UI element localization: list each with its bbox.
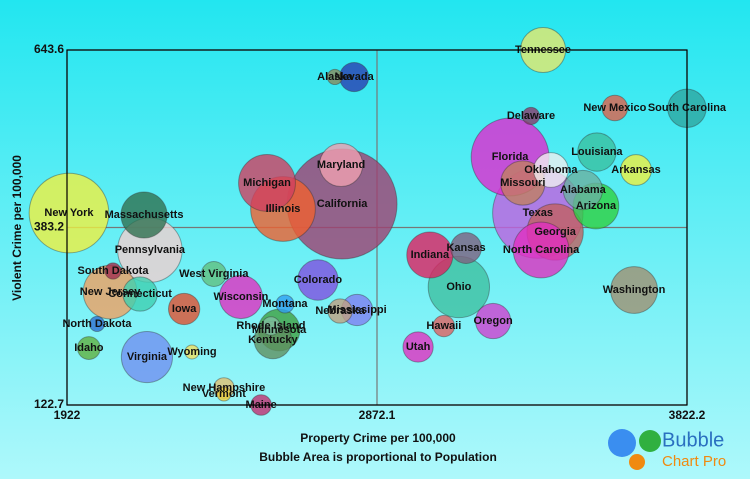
bubble-label: Washington [603, 284, 666, 296]
bubble-label: Idaho [74, 342, 104, 354]
bubble [184, 344, 200, 360]
bubble-label: Missouri [500, 177, 545, 189]
bubble [275, 294, 295, 314]
bubble [88, 315, 106, 333]
x-tick-label: 1922 [54, 408, 81, 422]
bubble-label: North Carolina [503, 244, 580, 256]
bubble-label: Texas [523, 207, 553, 219]
bubble-label: Minnesota [252, 324, 307, 336]
bubble [521, 106, 541, 126]
bubble [238, 154, 296, 212]
bubble [512, 221, 570, 279]
x-tick-label: 3822.2 [669, 408, 706, 422]
bubble-label: Oklahoma [524, 164, 578, 176]
bubble [562, 169, 603, 211]
y-axis-label: Violent Crime per 100,000 [10, 155, 24, 301]
bubble [200, 261, 227, 287]
bubble-label: Massachusetts [105, 209, 184, 221]
bubble-label: Alabama [560, 184, 607, 196]
bubble [450, 232, 482, 264]
bubble-label: Nevada [335, 71, 375, 83]
bubble-label: Connecticut [108, 288, 172, 300]
bubble [122, 276, 158, 312]
bubble-label: Kentucky [248, 334, 298, 346]
bubble-label: Rhode Island [236, 320, 305, 332]
bubble-label: New Hampshire [183, 382, 266, 394]
bubble-label: Arizona [576, 200, 617, 212]
bubble-label: Wisconsin [213, 291, 268, 303]
bubble-label: Colorado [294, 274, 343, 286]
bubble [218, 274, 263, 320]
y-tick-label: 122.7 [34, 397, 64, 411]
bubble-label: West Virginia [179, 268, 249, 280]
bubble-label: Hawaii [426, 320, 461, 332]
bubble [76, 336, 101, 360]
bubble [475, 302, 512, 340]
bubble-label: New Mexico [583, 102, 646, 114]
bubble-label: North Dakota [62, 318, 132, 330]
bubble-label: Virginia [127, 351, 168, 363]
bubble-label: Florida [492, 151, 530, 163]
bubble [327, 298, 353, 324]
logo: Bubble Chart Pro [608, 429, 726, 470]
logo-text: Chart Pro [662, 453, 726, 470]
bubble-label: California [317, 198, 369, 210]
bubble-label: Indiana [411, 249, 450, 261]
subtitle: Bubble Area is proportional to Populatio… [259, 450, 497, 464]
bubble [120, 191, 168, 239]
bubble [532, 152, 569, 188]
bubble-label: New York [44, 207, 94, 219]
bubble-label: Utah [406, 341, 431, 353]
bubble-label: Vermont [202, 388, 246, 400]
bubble-label: Montana [262, 298, 308, 310]
bubble-label: Wyoming [167, 346, 216, 358]
bubble-label: Pennsylvania [115, 244, 186, 256]
bubble [216, 386, 232, 402]
bubble-label: South Dakota [78, 265, 150, 277]
bubble [610, 266, 658, 314]
x-tick-label: 2872.1 [359, 408, 396, 422]
plot-frame [66, 49, 688, 406]
bubble [620, 154, 652, 186]
bubble-label: Mississippi [327, 304, 386, 316]
bubble [318, 142, 364, 188]
bubble-label: Ohio [446, 281, 471, 293]
bubble-label: Arkansas [611, 164, 661, 176]
x-axis-label: Property Crime per 100,000 [300, 431, 456, 445]
bubble-label: Illinois [266, 203, 301, 215]
bubble-label: Georgia [534, 226, 576, 238]
bubble-label: Kansas [446, 242, 485, 254]
bubble-label: Alaska [317, 71, 353, 83]
bubble [167, 292, 201, 326]
logo-icon [608, 429, 636, 457]
bubble [28, 172, 110, 254]
bubble-label: New Jersey [80, 286, 141, 298]
y-tick-label: 383.2 [34, 220, 64, 234]
bubble-label: Delaware [507, 110, 555, 122]
bubble [601, 94, 629, 122]
logo-icon [639, 430, 661, 452]
bubble [104, 262, 122, 280]
y-tick-label: 643.6 [34, 42, 64, 56]
bubble [120, 330, 174, 384]
bubble-label: Michigan [243, 177, 291, 189]
bubble [432, 314, 456, 338]
bubble-label: Iowa [172, 303, 197, 315]
bubble [297, 259, 339, 301]
bubble-label: Maryland [317, 159, 365, 171]
bubble-label: Louisiana [571, 146, 623, 158]
logo-icon [629, 454, 645, 470]
bubble-label: Nebraska [315, 305, 365, 317]
bubble [402, 331, 434, 363]
logo-text: Bubble [662, 429, 724, 451]
bubble [326, 68, 343, 86]
bubble [577, 132, 617, 172]
bubble-label: Oregon [474, 315, 513, 327]
bubble [261, 316, 281, 336]
